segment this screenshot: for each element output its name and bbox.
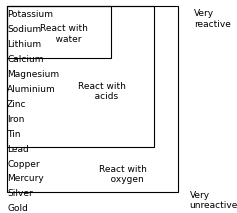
Text: Silver: Silver [7, 189, 33, 198]
Bar [7, 6, 111, 58]
Text: Gold: Gold [7, 204, 28, 213]
Text: Calcium: Calcium [7, 55, 44, 64]
Text: Sodium: Sodium [7, 25, 41, 34]
Text: React with
   oxygen: React with oxygen [99, 165, 147, 184]
Text: Very
unreactive: Very unreactive [190, 190, 237, 210]
Text: React with
   acids: React with acids [78, 82, 126, 101]
Bar [7, 6, 154, 147]
Text: Potassium: Potassium [7, 10, 53, 19]
Text: Lead: Lead [7, 145, 29, 154]
Text: Iron: Iron [7, 115, 24, 124]
Text: Lithium: Lithium [7, 40, 41, 49]
Text: Mercury: Mercury [7, 174, 44, 183]
Text: Zinc: Zinc [7, 100, 27, 109]
Text: Tin: Tin [7, 130, 21, 139]
Text: Aluminium: Aluminium [7, 85, 56, 94]
Text: Very
reactive: Very reactive [194, 9, 231, 29]
Text: Copper: Copper [7, 160, 40, 168]
Text: Magnesium: Magnesium [7, 70, 59, 79]
Text: React with
   water: React with water [40, 24, 88, 44]
Bar [7, 6, 178, 192]
